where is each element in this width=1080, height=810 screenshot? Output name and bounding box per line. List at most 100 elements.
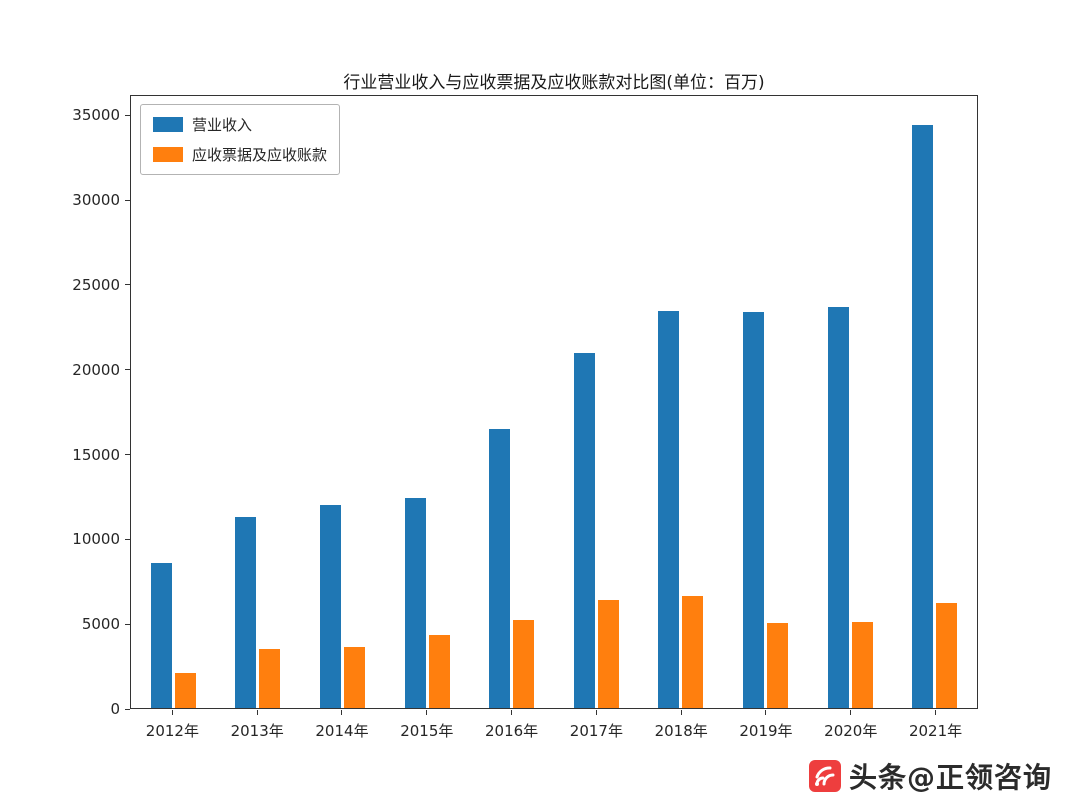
bar-group-2015年 [385,96,470,708]
y-tick-label: 20000 [72,360,120,379]
y-tick: 10000 [72,530,130,548]
x-tick-label: 2018年 [654,722,708,740]
x-tick-2012年: 2012年 [130,710,215,744]
bar-营业收入-2015年 [404,498,426,708]
x-tick-mark [850,710,852,715]
legend: 营业收入应收票据及应收账款 [140,104,341,175]
x-tick-label: 2019年 [739,722,793,740]
y-tick-label: 30000 [72,191,120,210]
bar-应收票据及应收账款-2014年 [343,647,365,708]
bar-营业收入-2020年 [827,307,849,708]
bar-应收票据及应收账款-2021年 [936,603,958,708]
bars-container [131,96,977,708]
bar-group-2012年 [131,96,216,708]
watermark-text: 头条@正领咨询 [848,761,1052,794]
x-tick-mark [935,710,937,715]
y-axis: 0 5000 10000 15000 20000 25000 30000 35000 [0,95,130,718]
bar-group-2020年 [808,96,893,708]
x-tick-mark [341,710,343,715]
y-tick-mark [125,369,130,371]
bar-group-2014年 [300,96,385,708]
bar-营业收入-2018年 [658,310,680,708]
x-tick-mark [511,710,513,715]
bar-应收票据及应收账款-2017年 [597,599,619,708]
bar-营业收入-2021年 [912,124,934,708]
bar-应收票据及应收账款-2019年 [766,623,788,708]
x-tick-2015年: 2015年 [384,710,469,744]
legend-swatch [153,147,183,162]
bar-group-2021年 [892,96,977,708]
y-tick-label: 5000 [81,615,120,634]
x-tick-mark [256,710,258,715]
y-tick-mark [125,623,130,625]
y-tick-mark [125,284,130,286]
x-tick-mark [765,710,767,715]
y-tick-label: 35000 [72,106,120,125]
x-tick-2013年: 2013年 [215,710,300,744]
y-tick-mark [125,538,130,540]
y-tick: 20000 [72,361,130,379]
toutiao-logo-icon [808,760,841,792]
x-tick-label: 2014年 [315,722,369,740]
y-tick: 25000 [72,276,130,294]
x-tick-label: 2015年 [400,722,454,740]
x-tick-label: 2012年 [145,722,199,740]
y-tick-label: 15000 [72,445,120,464]
bar-营业收入-2014年 [319,505,341,708]
y-tick-label: 0 [110,700,120,718]
y-tick: 5000 [82,615,130,633]
y-tick-label: 25000 [72,275,120,294]
bar-group-2019年 [723,96,808,708]
bar-营业收入-2012年 [150,562,172,708]
bar-应收票据及应收账款-2020年 [851,621,873,708]
legend-item-应收票据及应收账款: 应收票据及应收账款 [153,144,327,165]
x-tick-label: 2020年 [824,722,878,740]
x-tick-2020年: 2020年 [808,710,893,744]
plot-area: 营业收入应收票据及应收账款 [130,95,978,709]
bar-应收票据及应收账款-2015年 [428,635,450,708]
legend-label: 应收票据及应收账款 [192,146,328,164]
bar-营业收入-2016年 [489,429,511,708]
y-tick: 0 [110,700,130,718]
bar-group-2017年 [554,96,639,708]
x-tick-mark [171,710,173,715]
x-axis: 2012年 2013年 2014年 2015年 2016年 2017年 2018年 2019年… [130,710,978,744]
x-tick-2019年: 2019年 [724,710,809,744]
bar-营业收入-2017年 [573,352,595,708]
bar-营业收入-2013年 [235,516,257,708]
y-tick-mark [125,114,130,116]
bar-group-2016年 [469,96,554,708]
x-tick-mark [595,710,597,715]
legend-item-营业收入: 营业收入 [153,114,327,135]
bar-应收票据及应收账款-2018年 [682,596,704,708]
y-tick-label: 10000 [72,530,120,549]
x-tick-2021年: 2021年 [893,710,978,744]
y-tick: 35000 [72,106,130,124]
y-tick-mark [125,708,130,710]
x-tick-2016年: 2016年 [469,710,554,744]
x-tick-label: 2021年 [908,722,963,740]
y-tick: 30000 [72,191,130,209]
legend-swatch [153,117,183,132]
x-tick-label: 2017年 [569,722,623,740]
x-tick-label: 2016年 [484,722,539,740]
bar-group-2018年 [639,96,724,708]
legend-label: 营业收入 [192,116,253,134]
x-tick-mark [426,710,428,715]
x-tick-2018年: 2018年 [639,710,724,744]
bar-应收票据及应收账款-2012年 [174,672,196,708]
x-tick-label: 2013年 [230,722,284,740]
bar-应收票据及应收账款-2013年 [259,648,281,708]
x-tick-2017年: 2017年 [554,710,639,744]
watermark: 头条@正领咨询 [808,756,1052,796]
x-tick-mark [680,710,682,715]
chart-title: 行业营业收入与应收票据及应收账款对比图(单位：百万) [343,73,765,93]
x-tick-2014年: 2014年 [300,710,385,744]
y-tick-mark [125,199,130,201]
y-tick-mark [125,454,130,456]
bar-应收票据及应收账款-2016年 [513,620,535,708]
y-tick: 15000 [72,446,130,464]
bar-营业收入-2019年 [742,312,764,708]
bar-group-2013年 [216,96,301,708]
